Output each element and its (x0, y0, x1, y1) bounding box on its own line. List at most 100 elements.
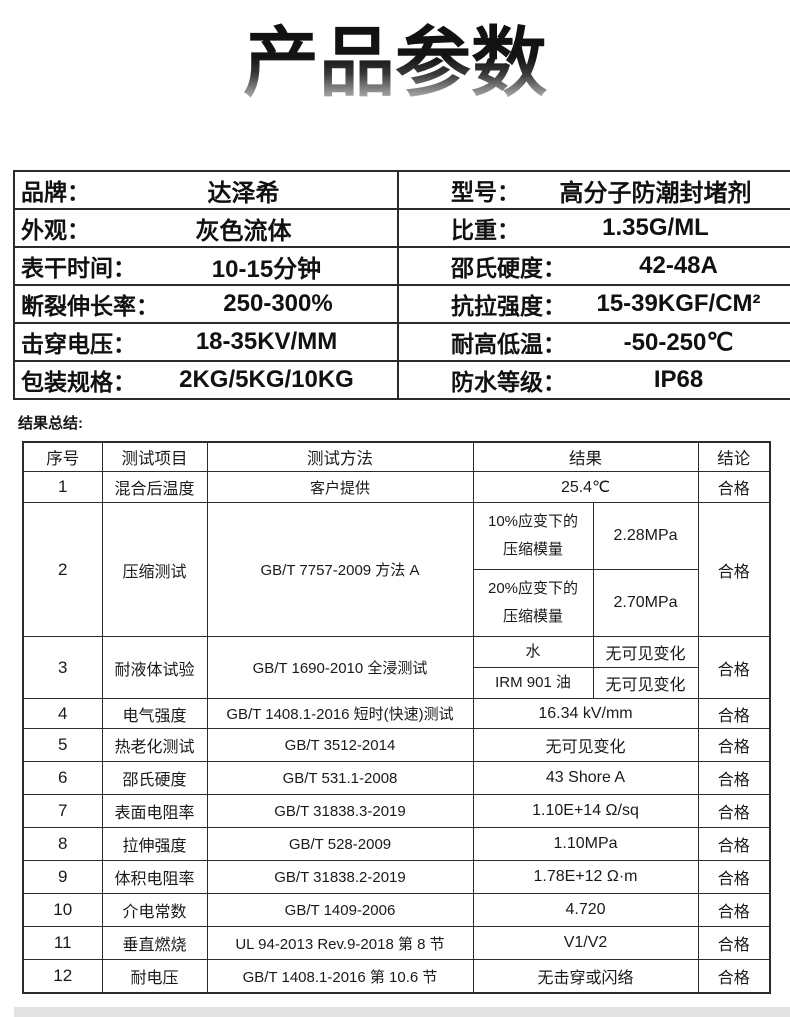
col-header-no: 序号 (22, 441, 103, 472)
cell-sub-value: 无可见变化 (592, 667, 699, 699)
spec-cell: 比重： 1.35G/ML (397, 208, 790, 248)
cell-sub-value: 2.28MPa (592, 502, 699, 570)
spec-label: 击穿电压： (21, 331, 136, 357)
table-row: 10 介电常数 GB/T 1409-2006 4.720 合格 (22, 893, 771, 927)
cell-no: 8 (22, 827, 103, 861)
spec-value: 250-300% (223, 290, 333, 317)
table-row: 12 耐电压 GB/T 1408.1-2016 第 10.6 节 无击穿或闪络 … (22, 959, 771, 994)
page-title: 产品参数 (0, 22, 790, 106)
spec-label: 断裂伸长率： (21, 293, 159, 319)
cell-sub-label: 20%应变下的 压缩模量 (472, 569, 594, 637)
spec-cell: 防水等级： IP68 (397, 360, 790, 400)
cell-result: 无可见变化 (472, 728, 699, 762)
cell-result: 25.4℃ (472, 471, 699, 503)
results-header-row: 序号 测试项目 测试方法 结果 结论 (22, 441, 771, 472)
cell-result: 无击穿或闪络 (472, 959, 699, 994)
cell-method: GB/T 31838.3-2019 (206, 794, 474, 828)
cell-result: 16.34 kV/mm (472, 698, 699, 729)
cell-method: GB/T 31838.2-2019 (206, 860, 474, 894)
cell-verdict: 合格 (697, 502, 771, 637)
spec-value: 10-15分钟 (211, 255, 322, 283)
cell-sub-label: 10%应变下的 压缩模量 (472, 502, 594, 570)
spec-row: 表干时间： 10-15分钟 邵氏硬度： 42-48A (13, 246, 790, 286)
spec-label: 邵氏硬度： (451, 255, 566, 281)
cell-no: 2 (22, 502, 103, 637)
cell-method: UL 94-2013 Rev.9-2018 第 8 节 (206, 926, 474, 960)
spec-label: 型号： (451, 179, 520, 205)
results-section-label: 结果总结: (18, 415, 83, 432)
cell-method: GB/T 7757-2009 方法 A (206, 502, 474, 637)
cell-item: 拉伸强度 (101, 827, 208, 861)
spec-cell: 击穿电压： 18-35KV/MM (13, 322, 399, 362)
spec-table: 品牌： 达泽希 型号： 高分子防潮封堵剂 外观： 灰色流体 比重： 1.35G/ML 表… (13, 170, 790, 400)
cell-verdict: 合格 (697, 636, 771, 699)
spec-cell: 抗拉强度： 15-39KGF/CM² (397, 284, 790, 324)
cell-method: GB/T 1690-2010 全浸测试 (206, 636, 474, 699)
cell-no: 10 (22, 893, 103, 927)
spec-cell: 型号： 高分子防潮封堵剂 (397, 170, 790, 210)
table-row: 20%应变下的 压缩模量 2.70MPa (23, 569, 770, 637)
cell-no: 7 (22, 794, 103, 828)
cell-result: 1.78E+12 Ω·m (472, 860, 699, 894)
cell-sub-value: 无可见变化 (592, 636, 699, 668)
cell-no: 5 (22, 728, 103, 762)
table-row: 7 表面电阻率 GB/T 31838.3-2019 1.10E+14 Ω/sq … (22, 794, 771, 828)
spec-value: 1.35G/ML (602, 214, 709, 241)
cell-verdict: 合格 (697, 860, 771, 894)
spec-label: 表干时间： (21, 255, 136, 281)
spec-label: 外观： (21, 217, 90, 243)
spec-label: 防水等级： (451, 369, 566, 395)
spec-row: 击穿电压： 18-35KV/MM 耐高低温： -50-250℃ (13, 322, 790, 362)
footer-divider (14, 1007, 790, 1017)
spec-value: 42-48A (639, 252, 718, 279)
spec-cell: 断裂伸长率： 250-300% (13, 284, 399, 324)
table-row: IRM 901 油 无可见变化 (23, 667, 770, 699)
spec-value: 灰色流体 (195, 217, 292, 245)
cell-no: 1 (22, 471, 103, 503)
cell-sub-label: IRM 901 油 (472, 667, 594, 699)
col-header-item: 测试项目 (101, 441, 208, 472)
spec-cell: 包装规格： 2KG/5KG/10KG (13, 360, 399, 400)
cell-item: 介电常数 (101, 893, 208, 927)
cell-result: 43 Shore A (472, 761, 699, 795)
col-header-result: 结果 (472, 441, 699, 472)
cell-verdict: 合格 (697, 728, 771, 762)
cell-method: 客户提供 (206, 471, 474, 503)
table-row: 4 电气强度 GB/T 1408.1-2016 短时(快速)测试 16.34 k… (22, 698, 771, 729)
cell-verdict: 合格 (697, 698, 771, 729)
spec-value: IP68 (653, 366, 704, 393)
spec-value: 达泽希 (207, 179, 280, 207)
spec-cell: 耐高低温： -50-250℃ (397, 322, 790, 362)
cell-item: 表面电阻率 (101, 794, 208, 828)
cell-no: 12 (22, 959, 103, 994)
cell-no: 11 (22, 926, 103, 960)
table-row: 3 耐液体试验 GB/T 1690-2010 全浸测试 水 无可见变化 合格 (22, 636, 771, 699)
spec-row: 品牌： 达泽希 型号： 高分子防潮封堵剂 (13, 170, 790, 210)
cell-sub-value: 2.70MPa (592, 569, 699, 637)
spec-label: 比重： (451, 217, 520, 243)
spec-cell: 表干时间： 10-15分钟 (13, 246, 399, 286)
cell-verdict: 合格 (697, 827, 771, 861)
col-header-verdict: 结论 (697, 441, 771, 472)
cell-verdict: 合格 (697, 893, 771, 927)
spec-row: 外观： 灰色流体 比重： 1.35G/ML (13, 208, 790, 248)
spec-row: 断裂伸长率： 250-300% 抗拉强度： 15-39KGF/CM² (13, 284, 790, 324)
cell-verdict: 合格 (697, 794, 771, 828)
cell-item: 电气强度 (101, 698, 208, 729)
cell-item: 邵氏硬度 (101, 761, 208, 795)
cell-result: 1.10E+14 Ω/sq (472, 794, 699, 828)
cell-result: V1/V2 (472, 926, 699, 960)
cell-sub-label: 水 (472, 636, 594, 668)
spec-value: -50-250℃ (623, 328, 734, 356)
cell-item: 混合后温度 (101, 471, 208, 503)
spec-label: 抗拉强度： (451, 293, 566, 319)
cell-method: GB/T 1408.1-2016 第 10.6 节 (206, 959, 474, 994)
table-row: 1 混合后温度 客户提供 25.4℃ 合格 (22, 471, 771, 503)
cell-verdict: 合格 (697, 959, 771, 994)
cell-no: 6 (22, 761, 103, 795)
spec-value: 2KG/5KG/10KG (179, 366, 354, 393)
spec-value: 18-35KV/MM (195, 328, 338, 355)
spec-cell: 邵氏硬度： 42-48A (397, 246, 790, 286)
table-row: 5 热老化测试 GB/T 3512-2014 无可见变化 合格 (22, 728, 771, 762)
cell-method: GB/T 531.1-2008 (206, 761, 474, 795)
